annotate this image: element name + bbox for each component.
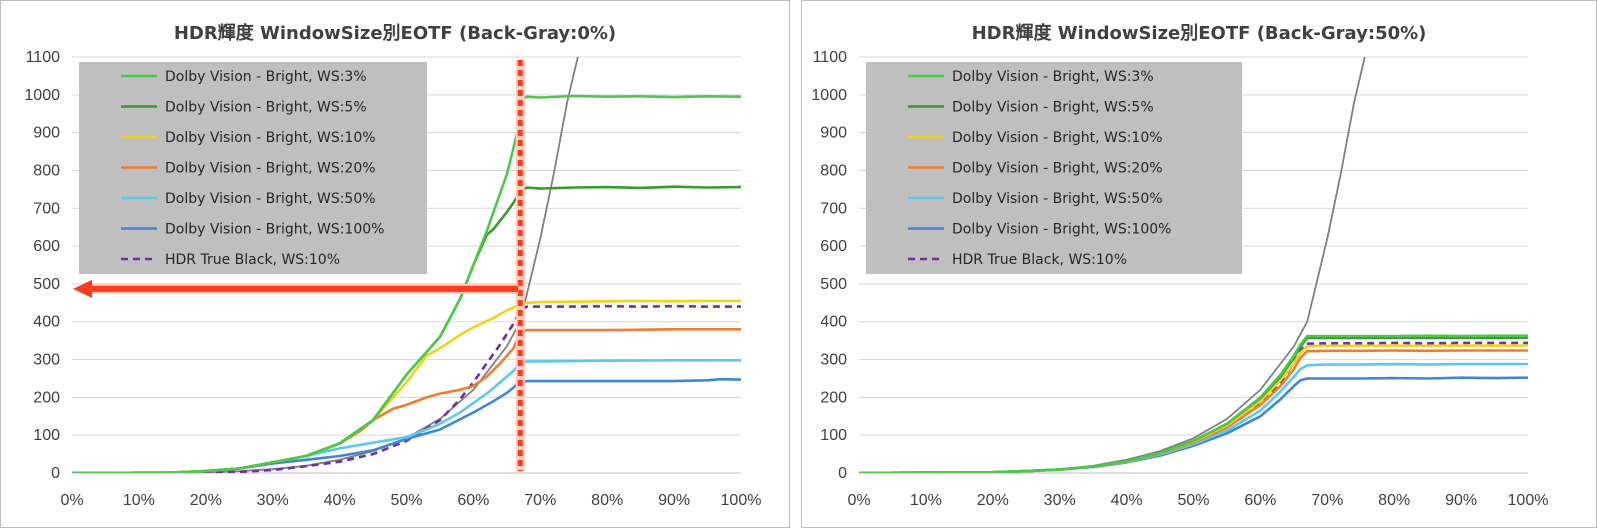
y-tick-label: 1100 bbox=[813, 49, 848, 66]
series-line-6 bbox=[859, 341, 1528, 473]
series-group bbox=[72, 57, 741, 473]
x-tick-label: 70% bbox=[524, 492, 556, 509]
x-tick-label: 50% bbox=[390, 492, 422, 509]
y-tick-label: 700 bbox=[33, 200, 60, 217]
series-line-4 bbox=[72, 359, 741, 473]
x-tick-label: 30% bbox=[257, 492, 289, 509]
y-tick-label: 400 bbox=[820, 314, 847, 331]
legend-label: Dolby Vision - Bright, WS:20% bbox=[952, 161, 1163, 177]
x-tick-label: 30% bbox=[1044, 492, 1076, 509]
legend-label: HDR True Black, WS:10% bbox=[952, 252, 1127, 268]
y-tick-label: 800 bbox=[820, 162, 847, 179]
y-tick-label: 0 bbox=[838, 465, 847, 482]
chart-title: HDR輝度 WindowSize別EOTF (Back-Gray:0%) bbox=[173, 23, 617, 44]
x-tick-label: 60% bbox=[457, 492, 489, 509]
y-tick-label: 700 bbox=[820, 200, 847, 217]
x-tick-label: 90% bbox=[658, 492, 690, 509]
series-line-3 bbox=[859, 349, 1528, 473]
x-tick-label: 80% bbox=[1378, 492, 1410, 509]
chart-plot-back-gray-50: 0 100 200 300 400 500 600 700 800 900 1000 1100 0% 10… bbox=[811, 49, 1549, 509]
series-line-6 bbox=[72, 304, 741, 473]
x-tick-label: 80% bbox=[591, 492, 623, 509]
series-line-1 bbox=[859, 336, 1528, 473]
legend-label: Dolby Vision - Bright, WS:50% bbox=[165, 191, 376, 207]
series-line-2 bbox=[72, 299, 741, 473]
x-tick-label: 50% bbox=[1177, 492, 1209, 509]
y-tick-label: 600 bbox=[33, 238, 60, 255]
legend-label: Dolby Vision - Bright, WS:5% bbox=[165, 100, 367, 116]
legend-label: Dolby Vision - Bright, WS:100% bbox=[952, 222, 1171, 238]
series-line-5 bbox=[859, 376, 1528, 473]
x-tick-label: 0% bbox=[847, 492, 870, 509]
chart-panel-back-gray-50: HDR輝度 WindowSize別EOTF (Back-Gray:50%) 0 1… bbox=[801, 0, 1597, 528]
y-tick-label: 600 bbox=[820, 238, 847, 255]
annotation bbox=[73, 60, 525, 471]
series-line-5 bbox=[72, 377, 741, 473]
x-tick-label: 100% bbox=[1508, 492, 1549, 509]
y-tick-label: 100 bbox=[820, 427, 847, 444]
y-tick-label: 500 bbox=[820, 276, 847, 293]
legend-label: Dolby Vision - Bright, WS:10% bbox=[952, 130, 1163, 146]
series-line-0 bbox=[72, 94, 741, 473]
y-tick-label: 1100 bbox=[26, 49, 61, 66]
series-line-3 bbox=[72, 328, 741, 473]
series-group bbox=[859, 57, 1528, 473]
legend-label: Dolby Vision - Bright, WS:3% bbox=[952, 69, 1154, 85]
y-tick-label: 900 bbox=[820, 125, 847, 142]
legend-label: Dolby Vision - Bright, WS:100% bbox=[165, 222, 384, 238]
y-tick-label: 500 bbox=[33, 276, 60, 293]
chart-plot-back-gray-0: 0 100 200 300 400 500 600 700 800 900 1000 1100 0% 10… bbox=[24, 49, 762, 509]
x-tick-label: 20% bbox=[977, 492, 1009, 509]
series-line-0 bbox=[859, 334, 1528, 473]
y-tick-label: 200 bbox=[820, 389, 847, 406]
x-tick-label: 40% bbox=[1111, 492, 1143, 509]
x-tick-label: 10% bbox=[123, 492, 155, 509]
legend-label: HDR True Black, WS:10% bbox=[165, 252, 340, 268]
y-tick-label: 300 bbox=[33, 352, 60, 369]
chart-panel-back-gray-0: HDR輝度 WindowSize別EOTF (Back-Gray:0%) 0 10… bbox=[0, 0, 790, 528]
x-tick-label: 40% bbox=[324, 492, 356, 509]
y-tick-label: 800 bbox=[33, 162, 60, 179]
x-tick-label: 0% bbox=[60, 492, 83, 509]
y-tick-label: 300 bbox=[820, 352, 847, 369]
legend: Dolby Vision - Bright, WS:3% Dolby Vision… bbox=[866, 62, 1242, 274]
legend-label: Dolby Vision - Bright, WS:10% bbox=[165, 130, 376, 146]
y-tick-label: 0 bbox=[51, 465, 60, 482]
y-tick-label: 200 bbox=[33, 389, 60, 406]
y-tick-label: 100 bbox=[33, 427, 60, 444]
y-tick-label: 1000 bbox=[24, 87, 60, 104]
y-tick-label: 1000 bbox=[811, 87, 847, 104]
x-tick-label: 100% bbox=[721, 492, 762, 509]
legend-label: Dolby Vision - Bright, WS:20% bbox=[165, 161, 376, 177]
x-tick-label: 90% bbox=[1445, 492, 1477, 509]
x-tick-label: 10% bbox=[910, 492, 942, 509]
legend-label: Dolby Vision - Bright, WS:3% bbox=[165, 69, 367, 85]
x-tick-label: 60% bbox=[1244, 492, 1276, 509]
x-tick-label: 20% bbox=[190, 492, 222, 509]
annotation-arrow-head bbox=[73, 279, 92, 298]
legend-label: Dolby Vision - Bright, WS:50% bbox=[952, 191, 1163, 207]
chart-title: HDR輝度 WindowSize別EOTF (Back-Gray:50%) bbox=[971, 23, 1427, 44]
x-tick-label: 70% bbox=[1311, 492, 1343, 509]
legend: Dolby Vision - Bright, WS:3% Dolby Vision… bbox=[79, 62, 427, 274]
y-tick-label: 400 bbox=[33, 314, 60, 331]
series-line-4 bbox=[859, 362, 1528, 473]
legend-label: Dolby Vision - Bright, WS:5% bbox=[952, 100, 1154, 116]
y-tick-label: 900 bbox=[33, 125, 60, 142]
